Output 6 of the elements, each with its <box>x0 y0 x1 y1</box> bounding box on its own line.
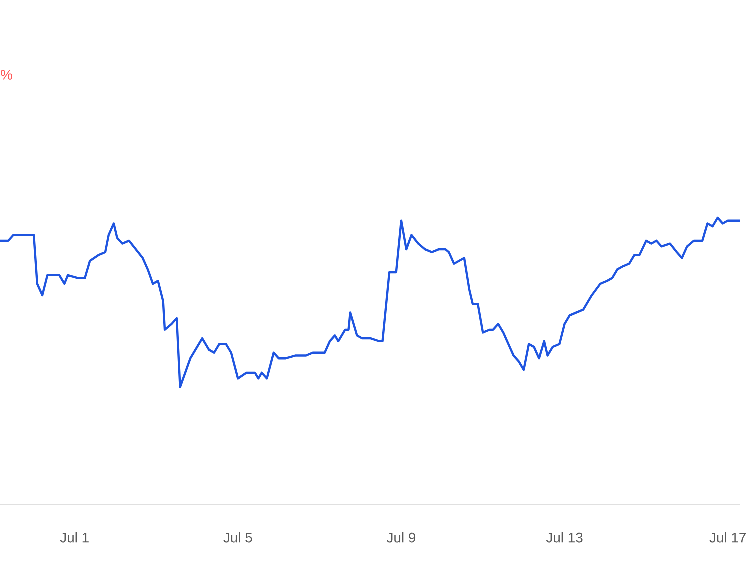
x-tick-label: Jul 17 <box>710 532 746 543</box>
x-tick-label: Jul 5 <box>224 532 252 543</box>
x-tick-label: Jul 1 <box>60 532 89 543</box>
text: % <box>1 70 12 80</box>
x-tick-label: Jul 13 <box>546 532 583 543</box>
x-tick-label: Jul 9 <box>386 532 416 543</box>
